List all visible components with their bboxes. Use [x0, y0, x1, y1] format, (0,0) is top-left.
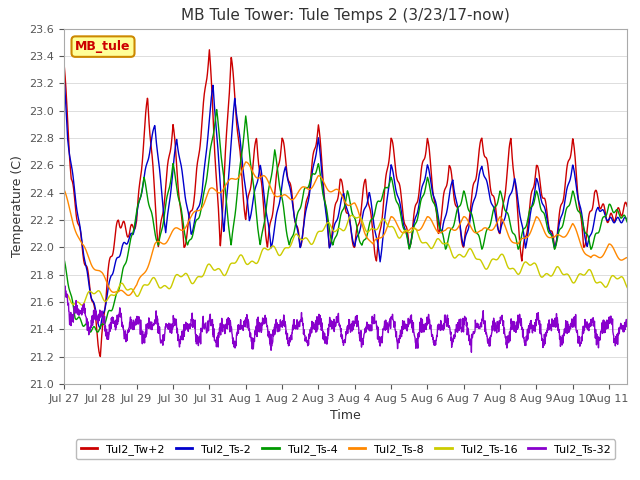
X-axis label: Time: Time: [330, 409, 361, 422]
Title: MB Tule Tower: Tule Temps 2 (3/23/17-now): MB Tule Tower: Tule Temps 2 (3/23/17-now…: [181, 9, 510, 24]
Y-axis label: Temperature (C): Temperature (C): [11, 156, 24, 257]
Text: MB_tule: MB_tule: [76, 40, 131, 53]
Legend: Tul2_Tw+2, Tul2_Ts-2, Tul2_Ts-4, Tul2_Ts-8, Tul2_Ts-16, Tul2_Ts-32: Tul2_Tw+2, Tul2_Ts-2, Tul2_Ts-4, Tul2_Ts…: [76, 439, 615, 459]
